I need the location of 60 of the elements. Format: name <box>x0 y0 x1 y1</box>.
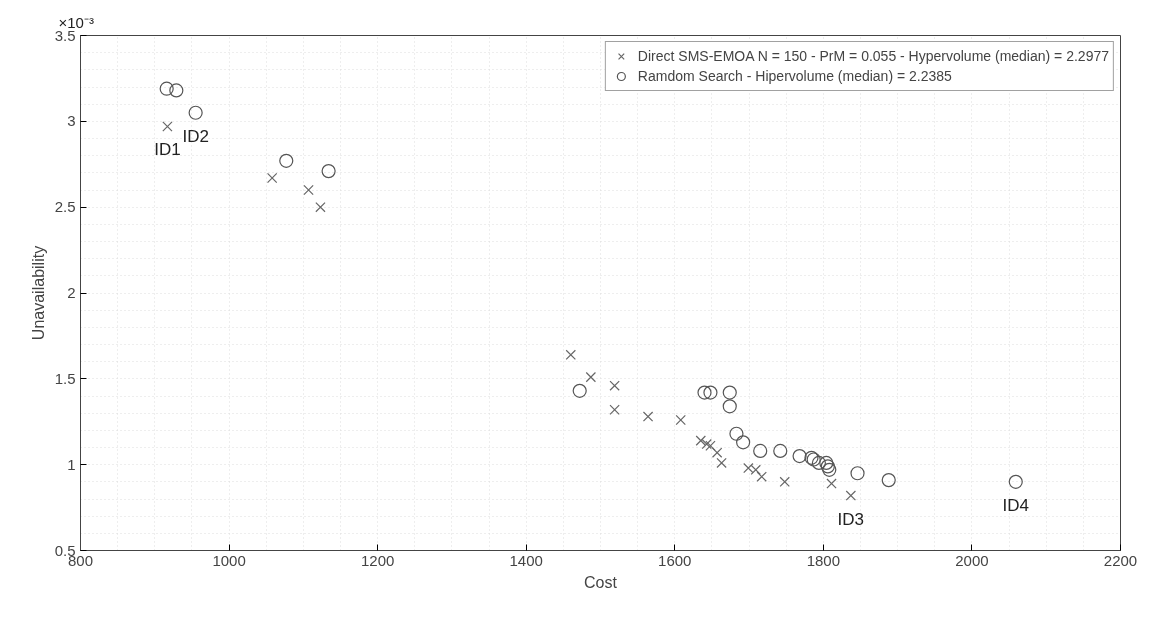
text: ×10⁻³ <box>58 13 94 31</box>
point <box>565 349 576 360</box>
point <box>609 404 620 415</box>
x-tick-label: 1000 <box>212 551 246 569</box>
legend-label: Ramdom Search - Hipervolume (median) = 2.2385 <box>637 68 952 84</box>
point <box>779 476 790 488</box>
x-tick-label: 1200 <box>360 551 395 569</box>
point <box>266 172 278 184</box>
point <box>881 473 896 488</box>
point <box>722 399 737 414</box>
x-tick-label: 1800 <box>806 551 841 569</box>
point <box>695 435 706 446</box>
x-tick-label: 1400 <box>509 551 543 569</box>
y-tick-label: 2 <box>67 284 76 301</box>
point <box>159 81 174 96</box>
point <box>675 414 686 426</box>
x-axis-title: Cost <box>584 573 618 591</box>
point <box>773 443 788 459</box>
x-tick-label: 2000 <box>955 551 989 569</box>
point <box>697 385 712 400</box>
y-axis-title: Unavailability <box>29 245 47 341</box>
point <box>850 466 865 481</box>
y-tick-label: 1.5 <box>54 369 76 387</box>
point <box>811 455 826 471</box>
point <box>711 447 723 458</box>
annotation: ID3 <box>837 509 865 529</box>
point <box>819 455 834 471</box>
point <box>642 411 654 422</box>
point <box>736 435 751 450</box>
point <box>701 438 712 450</box>
point <box>572 383 587 398</box>
point <box>315 201 326 213</box>
point <box>722 385 737 400</box>
y-tick-label: 2.5 <box>54 198 76 216</box>
point <box>845 490 857 501</box>
annotation: ID1 <box>154 140 181 160</box>
point <box>792 449 807 464</box>
point <box>609 380 620 391</box>
point <box>1008 474 1023 489</box>
legend-label: Direct SMS-EMOA N = 150 - PrM = 0.055 - Hypervolume (median) = 2.2977 <box>637 48 1109 64</box>
y-tick-label: 1 <box>67 455 76 473</box>
point <box>753 443 768 459</box>
point <box>162 121 173 132</box>
point <box>826 478 837 489</box>
y-tick-label: 3 <box>67 112 76 130</box>
point <box>321 164 336 179</box>
point <box>756 471 767 482</box>
annotation: ID4 <box>1002 495 1029 515</box>
annotation: ID2 <box>182 126 209 146</box>
point <box>585 371 597 383</box>
x-tick-label: 1600 <box>658 551 692 569</box>
point <box>279 153 294 168</box>
point <box>188 105 203 120</box>
point <box>703 385 718 400</box>
point <box>729 426 744 441</box>
point <box>705 440 716 451</box>
point <box>716 457 727 469</box>
point <box>169 83 184 98</box>
x-tick-label: 2200 <box>1103 551 1138 569</box>
point <box>303 184 314 196</box>
